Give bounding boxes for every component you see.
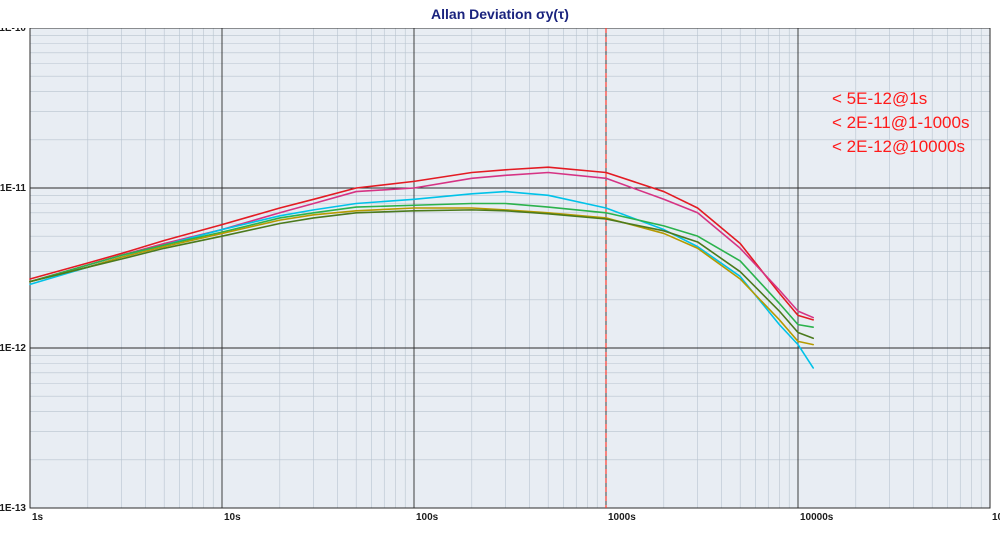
xtick-label: 1000s	[608, 512, 636, 523]
annotation-1: < 2E-11@1-1000s	[832, 112, 969, 135]
chart-title: Allan Deviation σy(τ)	[0, 0, 1000, 28]
ytick-label: 1E-11	[0, 183, 26, 194]
xtick-label: 100s	[416, 512, 439, 523]
chart-area: 1s 10s 100s 1000s 10000s 100000s 1E-13 1E-12 1E-…	[0, 28, 1000, 536]
xtick-label: 100000s	[992, 512, 1000, 523]
xtick-label: 10000s	[800, 512, 834, 523]
chart-title-text: Allan Deviation σy(τ)	[431, 6, 569, 22]
annotation-0: < 5E-12@1s	[832, 88, 927, 111]
ytick-label: 1E-10	[0, 28, 26, 34]
ytick-label: 1E-13	[0, 503, 26, 514]
xtick-label: 10s	[224, 512, 241, 523]
annotation-2: < 2E-12@10000s	[832, 136, 965, 159]
xtick-label: 1s	[32, 512, 44, 523]
ytick-label: 1E-12	[0, 343, 26, 354]
